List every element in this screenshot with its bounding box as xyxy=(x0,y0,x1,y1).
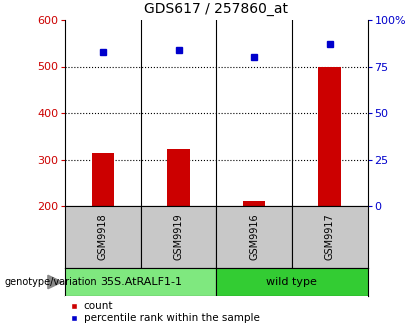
Text: wild type: wild type xyxy=(266,277,318,287)
Text: GSM9917: GSM9917 xyxy=(325,214,335,260)
Text: GSM9916: GSM9916 xyxy=(249,214,259,260)
Legend: count, percentile rank within the sample: count, percentile rank within the sample xyxy=(70,301,260,323)
Text: 35S.AtRALF1-1: 35S.AtRALF1-1 xyxy=(100,277,182,287)
Bar xyxy=(92,153,114,206)
Polygon shape xyxy=(48,275,62,289)
Title: GDS617 / 257860_at: GDS617 / 257860_at xyxy=(144,2,288,16)
Text: genotype/variation: genotype/variation xyxy=(4,277,97,287)
Text: GSM9919: GSM9919 xyxy=(173,214,184,260)
Text: GSM9918: GSM9918 xyxy=(98,214,108,260)
Bar xyxy=(318,67,341,206)
Bar xyxy=(243,201,265,206)
Bar xyxy=(167,149,190,206)
